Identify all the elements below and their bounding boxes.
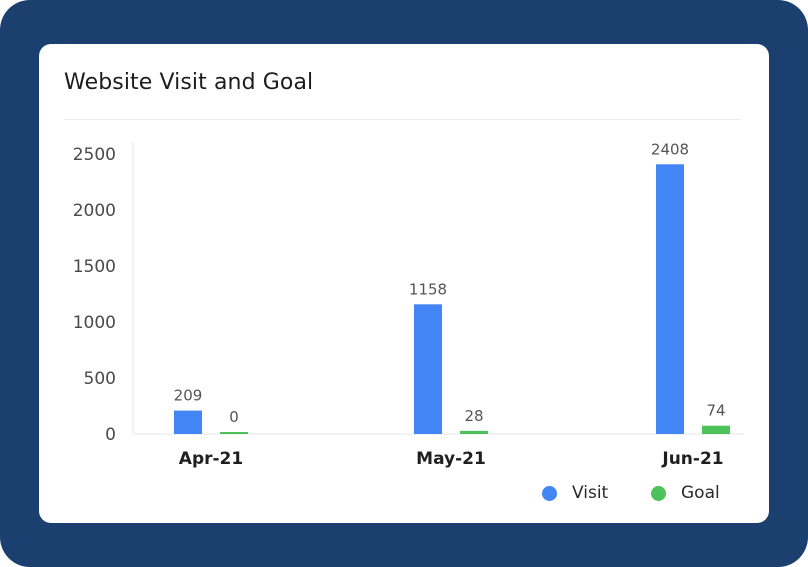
- bar-goal-apr-21: [220, 432, 248, 434]
- bar-visit-may-21: [414, 304, 442, 434]
- y-tick-label: 2500: [73, 145, 116, 165]
- data-label-visit: 209: [174, 387, 203, 405]
- legend-goal[interactable]: Goal: [651, 482, 720, 504]
- legend-visit[interactable]: Visit: [542, 482, 608, 504]
- bar-goal-may-21: [460, 430, 488, 434]
- x-tick-label: May-21: [416, 449, 486, 469]
- data-label-goal: 0: [229, 408, 239, 426]
- data-label-visit: 2408: [651, 140, 689, 158]
- y-tick-label: 500: [84, 369, 116, 389]
- card-title: Website Visit and Goal: [64, 70, 314, 95]
- title-divider: [64, 119, 741, 120]
- bar-visit-jun-21: [656, 164, 684, 434]
- y-tick-label: 2000: [73, 201, 116, 221]
- legend-goal-label: Goal: [681, 483, 720, 503]
- y-tick-label: 1500: [73, 257, 116, 277]
- y-tick-label: 0: [105, 425, 116, 445]
- data-label-visit: 1158: [409, 280, 447, 298]
- bar-chart: 0 500 1000 1500 2000 2500 209 0 Apr-21 1158 28 May-…: [73, 140, 744, 469]
- data-label-goal: 28: [464, 407, 483, 425]
- data-label-goal: 74: [706, 402, 725, 420]
- legend-goal-marker: [651, 485, 666, 501]
- chart-card: Website Visit and Goal 0 500 1000 1500 2000 2…: [39, 44, 769, 523]
- y-tick-label: 1000: [73, 313, 116, 333]
- legend-visit-marker: [542, 485, 557, 501]
- bar-visit-apr-21: [174, 410, 202, 434]
- legend-visit-label: Visit: [572, 483, 609, 503]
- x-tick-label: Jun-21: [661, 449, 723, 469]
- x-tick-label: Apr-21: [179, 449, 243, 469]
- bar-goal-jun-21: [702, 425, 730, 434]
